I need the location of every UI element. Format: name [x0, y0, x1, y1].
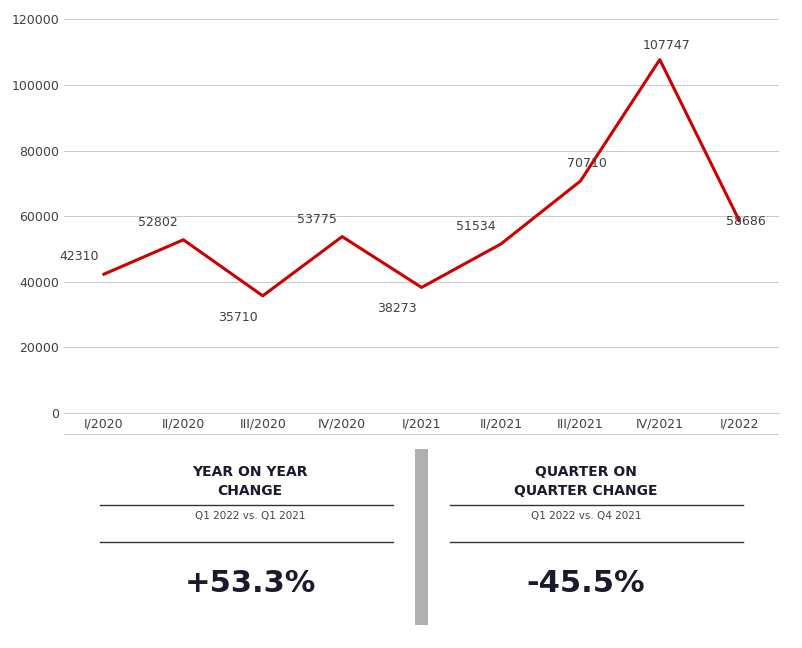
Text: 107747: 107747 — [642, 38, 690, 51]
Text: 58686: 58686 — [725, 214, 765, 227]
Text: -45.5%: -45.5% — [526, 569, 645, 597]
Text: 52802: 52802 — [138, 216, 178, 229]
Text: 70710: 70710 — [567, 157, 606, 170]
FancyBboxPatch shape — [415, 448, 427, 625]
Text: 35710: 35710 — [217, 311, 257, 324]
Text: QUARTER ON
QUARTER CHANGE: QUARTER ON QUARTER CHANGE — [513, 465, 657, 498]
Text: Q1 2022 vs. Q1 2021: Q1 2022 vs. Q1 2021 — [195, 511, 305, 521]
Text: 53775: 53775 — [297, 213, 337, 226]
Text: 42310: 42310 — [59, 250, 99, 263]
Text: 38273: 38273 — [376, 303, 416, 316]
Text: YEAR ON YEAR
CHANGE: YEAR ON YEAR CHANGE — [192, 465, 307, 498]
Text: Q1 2022 vs. Q4 2021: Q1 2022 vs. Q4 2021 — [530, 511, 641, 521]
Text: 51534: 51534 — [456, 220, 495, 233]
Text: +53.3%: +53.3% — [184, 569, 315, 597]
